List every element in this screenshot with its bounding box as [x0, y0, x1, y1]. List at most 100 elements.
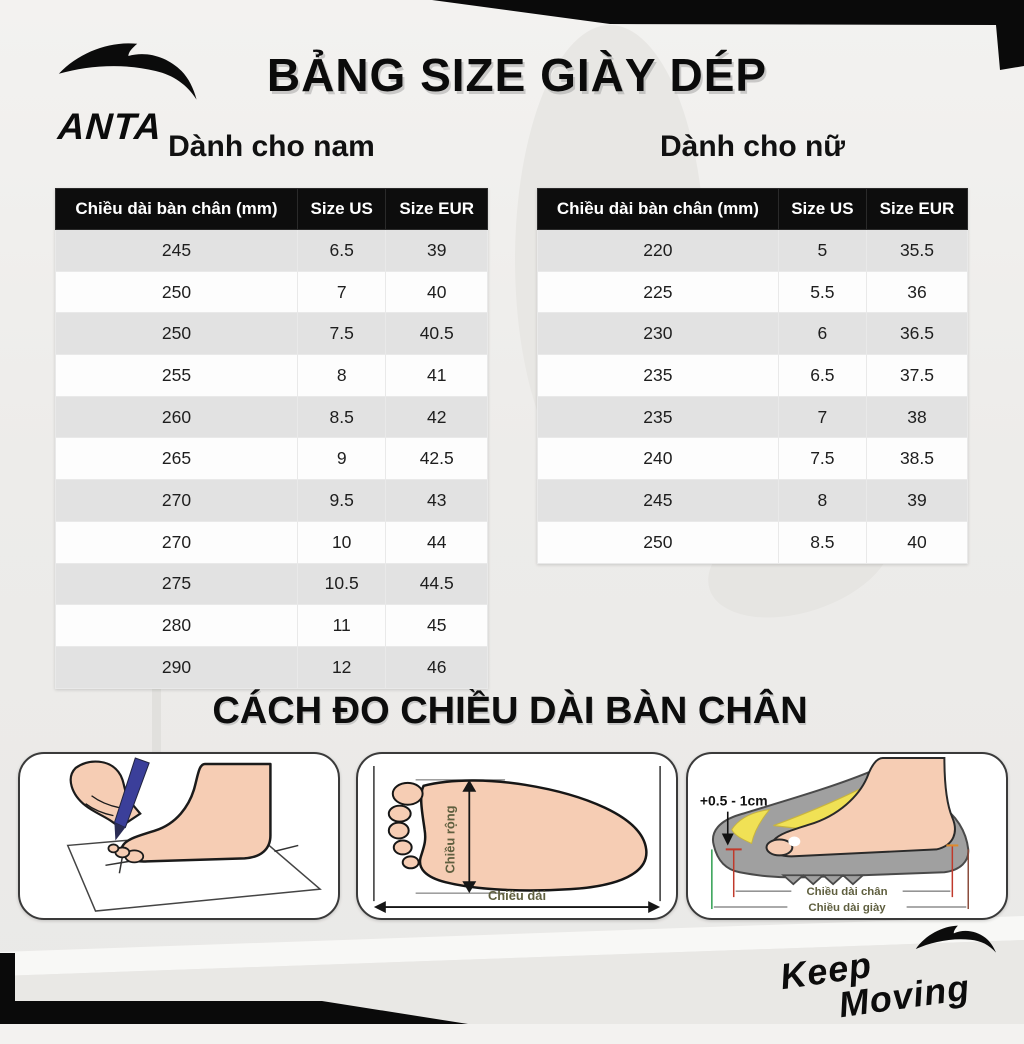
table-cell: 5 [777, 229, 867, 272]
table-row: 245 6.5 39 [55, 229, 488, 272]
table-cell: 44.5 [385, 562, 488, 606]
women-section-heading: Dành cho nữ [659, 130, 846, 163]
table-cell: 290 [55, 645, 298, 689]
table-cell: 9 [296, 437, 387, 481]
draw-outline-illustration [66, 757, 322, 912]
table-row: 220 5 35.5 [537, 229, 969, 272]
table-cell: 250 [55, 312, 298, 356]
table-row: 270 9.5 43 [55, 479, 488, 522]
table-cell: 8.5 [777, 520, 867, 564]
allowance-label: +0.5 - 1cm [700, 793, 768, 809]
toe-gap [788, 836, 801, 847]
table-header-row: Chiều dài bàn chân (mm) Size US Size EUR [537, 188, 969, 230]
table-row: 235 7 38 [537, 395, 969, 439]
table-cell: 46 [385, 645, 488, 689]
foot-top-view [418, 779, 648, 892]
table-cell: 9.5 [296, 479, 387, 522]
table-cell: 42.5 [385, 437, 488, 481]
keep-moving-logo: Keep Moving [772, 916, 1023, 1044]
table-cell: 245 [55, 229, 298, 272]
bottom-left-corner-shape [0, 953, 468, 1024]
top-right-corner-shape [432, 0, 1024, 70]
shoe-tread [781, 874, 866, 886]
table-cell: 230 [537, 312, 779, 356]
measure-section-title: CÁCH ĐO CHIỀU DÀI BÀN CHÂN [212, 690, 808, 732]
table-cell: 11 [296, 604, 387, 647]
table-cell: 39 [865, 479, 969, 522]
table-cell: 12 [296, 645, 387, 689]
table-cell: 250 [537, 520, 779, 564]
table-row: 230 6 36.5 [537, 312, 969, 356]
table-cell: 36.5 [865, 312, 969, 356]
table-cell: 260 [55, 395, 298, 439]
table-row: 250 8.5 40 [537, 520, 969, 564]
keep-moving-swoosh-icon [915, 925, 997, 953]
table-cell: 240 [537, 437, 779, 481]
table-cell: 7 [296, 270, 387, 314]
anta-swoosh-icon [58, 43, 197, 100]
table-row: 245 8 39 [537, 479, 969, 522]
table-cell: 7 [777, 395, 867, 439]
anta-logo: ANTA [28, 30, 198, 147]
table-cell: 220 [537, 229, 779, 272]
measure-box-shoe-allowance: +0.5 - 1cm Chiều dài chân Chiều dài giày [686, 752, 1008, 920]
table-cell: 6.5 [777, 354, 867, 397]
table-cell: 6.5 [296, 229, 387, 272]
column-header-size-us: Size US [777, 188, 867, 230]
table-cell: 7.5 [777, 437, 867, 481]
foot-dimensions-illustration: Chiều rộng Chiều dài [373, 765, 661, 914]
pen [113, 757, 150, 829]
table-header-row: Chiều dài bàn chân (mm) Size US Size EUR [55, 188, 488, 230]
table-cell: 38.5 [865, 437, 969, 481]
table-cell: 8 [296, 354, 387, 397]
length-label: Chiều dài [488, 888, 546, 903]
table-row: 270 10 44 [55, 520, 488, 564]
column-header-foot-length: Chiều dài bàn chân (mm) [537, 188, 779, 230]
table-cell: 250 [55, 270, 298, 314]
measure-box-draw-outline [18, 752, 340, 920]
foot-side-view [120, 762, 272, 863]
shoe-length-label: Chiều dài giày [808, 902, 886, 914]
table-row: 235 6.5 37.5 [537, 354, 969, 397]
table-row: 265 9 42.5 [55, 437, 488, 481]
table-cell: 45 [385, 604, 488, 647]
table-row: 255 8 41 [55, 354, 488, 397]
table-cell: 41 [385, 354, 488, 397]
column-header-size-us: Size US [296, 188, 387, 230]
table-row: 225 5.5 36 [537, 270, 969, 314]
table-cell: 8.5 [296, 395, 387, 439]
table-row: 260 8.5 42 [55, 395, 488, 439]
table-cell: 265 [55, 437, 298, 481]
width-label: Chiều rộng [442, 805, 457, 873]
table-cell: 10 [296, 520, 387, 564]
size-table: Chiều dài bàn chân (mm) Size US Size EUR… [55, 188, 488, 689]
insole-toe [731, 809, 771, 845]
watermark-floor-band [0, 916, 1024, 976]
table-row: 280 11 45 [55, 604, 488, 647]
table-cell: 38 [865, 395, 969, 439]
table-cell: 43 [385, 479, 488, 522]
table-cell: 280 [55, 604, 298, 647]
table-row: 290 12 46 [55, 645, 488, 689]
men-size-table: Chiều dài bàn chân (mm) Size US Size EUR… [55, 188, 488, 689]
column-header-foot-length: Chiều dài bàn chân (mm) [55, 188, 298, 230]
page-title: BẢNG SIZE GIÀY DÉP [266, 49, 768, 101]
table-cell: 35.5 [865, 229, 969, 272]
table-cell: 36 [865, 270, 969, 314]
table-cell: 255 [55, 354, 298, 397]
table-row: 250 7.5 40.5 [55, 312, 488, 356]
table-cell: 8 [777, 479, 867, 522]
column-header-size-eur: Size EUR [385, 188, 488, 230]
table-cell: 40 [865, 520, 969, 564]
column-header-size-eur: Size EUR [865, 188, 969, 230]
table-cell: 245 [537, 479, 779, 522]
big-toe [765, 838, 794, 857]
shoe-allowance-illustration: +0.5 - 1cm Chiều dài chân Chiều dài giày [700, 756, 970, 914]
size-table: Chiều dài bàn chân (mm) Size US Size EUR… [537, 188, 969, 564]
table-cell: 7.5 [296, 312, 387, 356]
women-size-table: Chiều dài bàn chân (mm) Size US Size EUR… [537, 188, 969, 564]
table-cell: 44 [385, 520, 488, 564]
table-cell: 235 [537, 354, 779, 397]
table-cell: 39 [385, 229, 488, 272]
table-cell: 37.5 [865, 354, 969, 397]
